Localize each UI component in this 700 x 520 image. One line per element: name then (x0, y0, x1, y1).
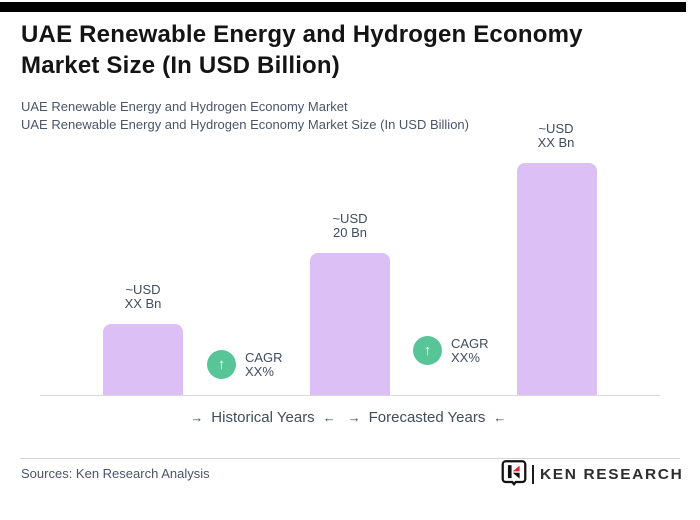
page-title: UAE Renewable Energy and Hydrogen Econom… (21, 21, 583, 79)
subtitle-line-1: UAE Renewable Energy and Hydrogen Econom… (21, 99, 348, 114)
bar-current (310, 253, 390, 395)
logo-separator (531, 465, 534, 484)
up-arrow-glyph: ↑ (217, 356, 226, 373)
axis-group-forecasted: → Forecasted Years ← (348, 409, 507, 426)
left-arrow-icon: ← (493, 410, 507, 425)
right-arrow-icon: → (347, 410, 361, 425)
cagr-value: XX% (245, 363, 274, 379)
sources-text: Sources: Ken Research Analysis (21, 466, 210, 481)
bar-value-line2: 20 Bn (333, 225, 367, 240)
footer-divider (20, 458, 680, 459)
logo-wordmark: KEN RESEARCH (539, 466, 684, 483)
subtitle-line-2: UAE Renewable Energy and Hydrogen Econom… (21, 117, 469, 132)
ken-research-badge-icon (501, 459, 527, 491)
up-arrow-glyph: ↑ (423, 342, 432, 359)
axis-group-label: Historical Years (211, 409, 315, 426)
bar-value-line2: XX Bn (124, 296, 162, 311)
bar-forecast (517, 163, 597, 395)
cagr-text: CAGR XX% (245, 349, 283, 379)
cagr-label: CAGR (451, 335, 489, 351)
chart-subtitle: UAE Renewable Energy and Hydrogen Econom… (21, 98, 469, 134)
cagr-text: CAGR XX% (451, 335, 489, 365)
cagr-indicator: ↑ CAGR XX% (207, 350, 283, 379)
top-accent-bar (0, 2, 686, 12)
bar-value-line1: ~USD (538, 121, 574, 136)
bar-historical (103, 324, 183, 395)
bar-value-label: ~USD XX Bn (103, 283, 183, 311)
bar-value-label: ~USD 20 Bn (310, 212, 390, 240)
up-arrow-icon: ↑ (207, 350, 236, 379)
ken-research-logo: KEN RESEARCH (501, 459, 682, 491)
bar-value-label: ~USD XX Bn (516, 122, 596, 150)
right-arrow-icon: → (190, 410, 204, 425)
axis-group-label: Forecasted Years (368, 409, 486, 426)
bar-value-line1: ~USD (332, 211, 368, 226)
left-arrow-icon: ← (322, 410, 336, 425)
cagr-indicator: ↑ CAGR XX% (413, 336, 489, 365)
cagr-label: CAGR (245, 349, 283, 365)
axis-group-historical: → Historical Years ← (190, 409, 335, 426)
up-arrow-icon: ↑ (413, 336, 442, 365)
bar-value-line2: XX Bn (537, 135, 575, 150)
bar-value-line1: ~USD (125, 282, 161, 297)
x-axis-line (40, 395, 660, 396)
cagr-value: XX% (451, 349, 480, 365)
